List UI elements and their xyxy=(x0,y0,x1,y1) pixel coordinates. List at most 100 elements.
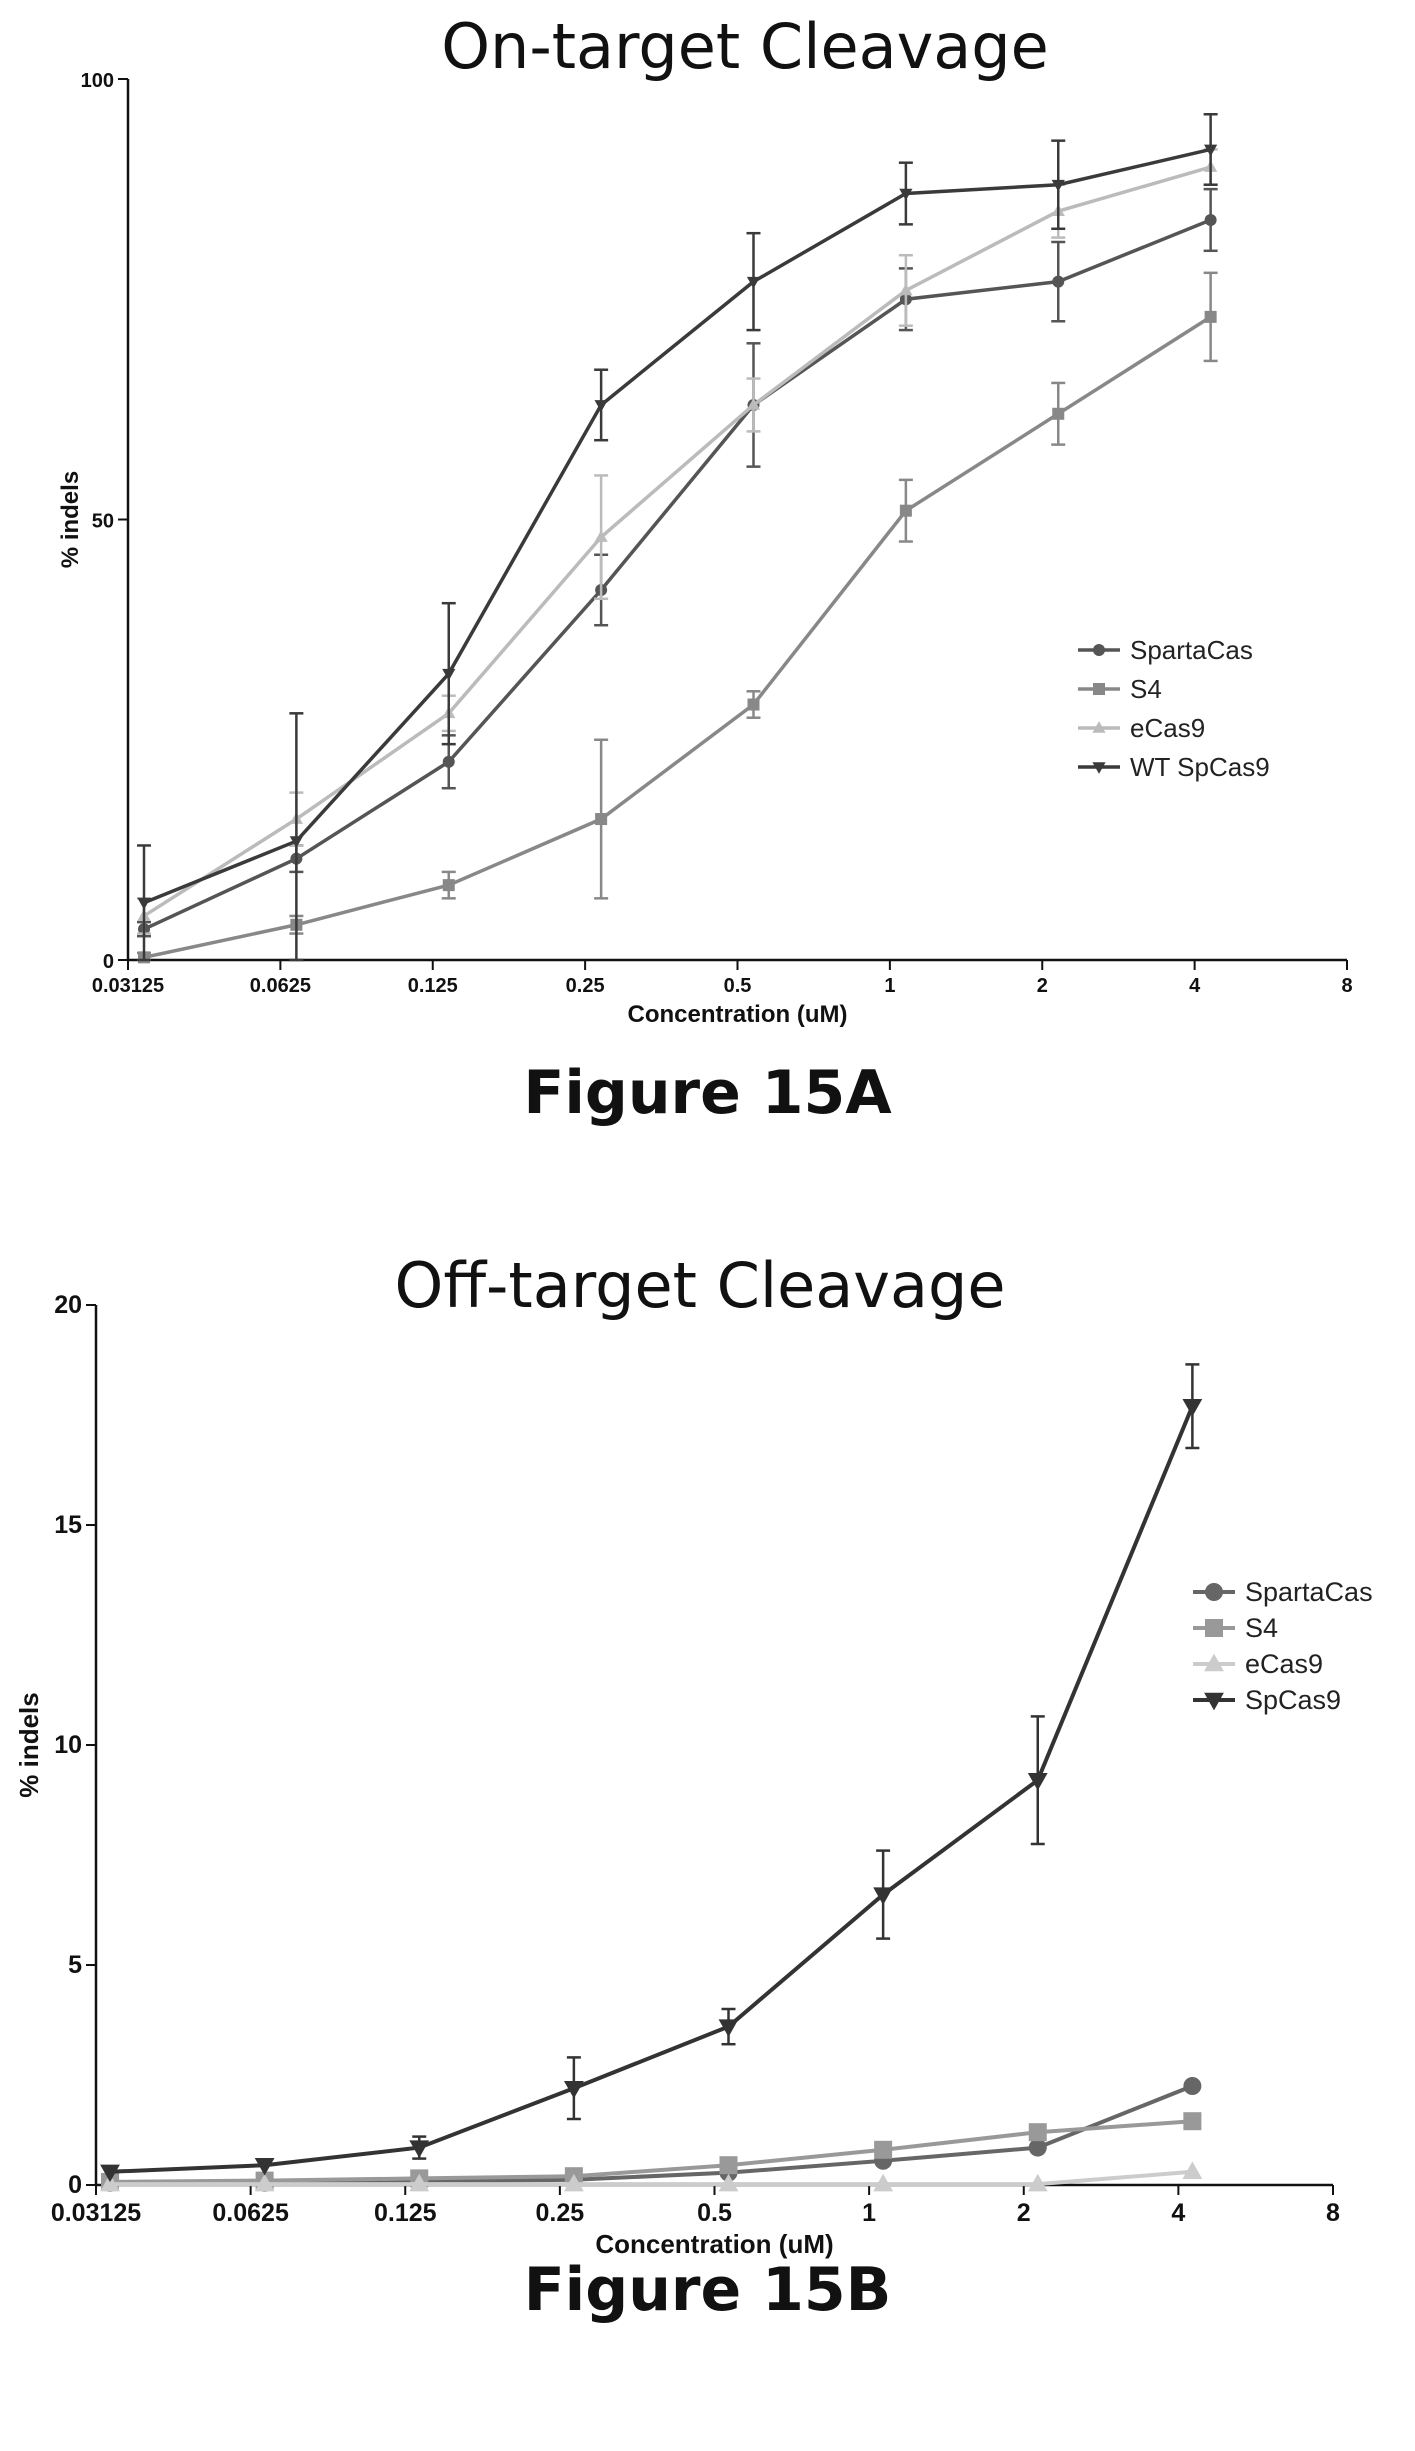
legend-spcas9-label: SpCas9 xyxy=(1245,1685,1341,1715)
s4-point xyxy=(899,504,912,517)
spcas9-point xyxy=(1027,1773,1048,1791)
x-tick-label: 8 xyxy=(1326,2199,1340,2227)
spcas9-point xyxy=(718,2019,739,2037)
legend-spcas9-marker xyxy=(1204,1692,1224,1711)
x-tick-label: 0.0625 xyxy=(250,975,311,997)
s4-point xyxy=(719,2156,738,2175)
spcas9-point xyxy=(563,2081,584,2099)
spartacas-point xyxy=(1052,275,1065,288)
wt-spcas9-point xyxy=(1204,144,1218,157)
ecas9-point xyxy=(100,2173,120,2192)
x-axis-label: Concentration (uM) xyxy=(595,2229,833,2259)
ecas9-point xyxy=(899,283,913,296)
x-axis-label: Concentration (uM) xyxy=(628,1001,848,1028)
x-tick-label: 0.0625 xyxy=(212,2199,289,2227)
x-tick-label: 0.5 xyxy=(724,975,752,997)
wt-spcas9-point xyxy=(594,400,608,412)
y-tick-label: 100 xyxy=(81,70,114,92)
spcas9-point xyxy=(409,2140,430,2158)
x-tick-label: 4 xyxy=(1189,975,1201,997)
spartacas-point xyxy=(1204,213,1217,226)
spcas9-point xyxy=(873,1887,894,1905)
chart-title: On-target Cleavage xyxy=(441,10,1049,83)
wt-spcas9-point xyxy=(137,897,151,910)
ecas9-point xyxy=(563,2173,584,2192)
y-tick-label: 5 xyxy=(68,1951,82,1979)
wt-spcas9-point xyxy=(289,836,303,848)
y-axis-label: % indels xyxy=(57,471,84,568)
wt-spcas9-point xyxy=(899,188,913,201)
x-tick-label: 8 xyxy=(1341,975,1352,997)
x-tick-label: 0.25 xyxy=(536,2199,585,2227)
off-target-chart: Off-target Cleavage 0.03125 0.0625 0.125 0.2… xyxy=(14,1249,1373,2259)
legend-wt-spcas9-marker xyxy=(1092,762,1106,774)
x-tick-label: 0.03125 xyxy=(51,2199,141,2227)
s4-point xyxy=(874,2140,893,2159)
figure-15a: On-target Cleavage 0.03125 0.0625 0.125 0.25… xyxy=(0,0,1415,1180)
chart-title: Off-target Cleavage xyxy=(395,1249,1006,1322)
y-tick-label: 50 xyxy=(92,511,114,533)
spartacas-point xyxy=(1183,2077,1202,2095)
wt-spcas9-point xyxy=(746,276,761,289)
x-tick-label: 1 xyxy=(884,975,895,997)
legend-ecas9-marker xyxy=(1204,1653,1224,1672)
s4-point xyxy=(595,813,608,826)
s4-point xyxy=(1204,310,1217,323)
y-tick-label: 0 xyxy=(103,951,114,973)
x-tick-label: 2 xyxy=(1037,975,1048,997)
legend-ecas9-label: eCas9 xyxy=(1130,713,1205,743)
x-tick-label: 0.125 xyxy=(374,2199,437,2227)
y-tick-label: 15 xyxy=(54,1511,82,1539)
ecas9-point xyxy=(718,2173,739,2192)
s4-line xyxy=(143,315,1212,960)
ecas9-line xyxy=(110,2169,1193,2187)
s4-point xyxy=(1052,407,1065,420)
x-tick-label: 4 xyxy=(1171,2199,1185,2227)
wt-spcas9-line xyxy=(143,147,1212,905)
ecas9-point xyxy=(594,530,608,542)
legend-spartacas-marker xyxy=(1205,1583,1223,1601)
legend-spartacas-label: SpartaCas xyxy=(1245,1577,1373,1607)
ecas9-point xyxy=(1182,2161,1203,2179)
y-axis-label: % indels xyxy=(14,1692,44,1797)
spartacas-point xyxy=(442,755,455,768)
ecas9-line xyxy=(143,165,1212,918)
spartacas-line xyxy=(143,218,1212,931)
x-tick-label: 1 xyxy=(862,2199,876,2227)
ecas9-point xyxy=(873,2173,894,2192)
x-tick-label: 0.5 xyxy=(697,2199,732,2227)
figure-15a-caption: Figure 15A xyxy=(523,1058,892,1128)
spcas9-point xyxy=(1182,1399,1203,1417)
x-tick-label: 0.03125 xyxy=(92,975,164,997)
legend-s4-marker xyxy=(1093,683,1105,695)
wt-spcas9-point xyxy=(442,668,456,681)
s4-line xyxy=(109,2119,1193,2184)
y-tick-label: 0 xyxy=(68,2171,82,2199)
legend-ecas9-label: eCas9 xyxy=(1245,1649,1323,1679)
spcas9-point xyxy=(254,2158,275,2176)
legend-wt-spcas9-label: WT SpCas9 xyxy=(1130,752,1270,782)
figure-15b-caption: Figure 15B xyxy=(523,2255,892,2325)
x-tick-label: 0.25 xyxy=(566,975,605,997)
legend-spartacas-label: SpartaCas xyxy=(1130,635,1253,665)
spcas9-point xyxy=(100,2164,120,2183)
y-tick-label: 20 xyxy=(54,1291,82,1319)
figure-15b: Off-target Cleavage 0.03125 0.0625 0.125 0.2… xyxy=(0,1225,1415,2451)
y-tick-label: 10 xyxy=(54,1731,82,1759)
legend-spartacas-marker xyxy=(1093,644,1105,656)
ecas9-point xyxy=(746,398,761,410)
legend-s4-marker xyxy=(1205,1619,1223,1637)
x-tick-label: 0.125 xyxy=(408,975,458,997)
ecas9-point xyxy=(254,2173,275,2192)
s4-point xyxy=(442,879,455,892)
wt-spcas9-point xyxy=(1051,179,1065,192)
ecas9-point xyxy=(1027,2173,1048,2192)
spartacas-point xyxy=(1028,2138,1047,2157)
s4-point xyxy=(747,698,760,711)
legend-s4-label: S4 xyxy=(1130,674,1162,704)
spcas9-line xyxy=(109,1405,1195,2174)
on-target-chart: On-target Cleavage 0.03125 0.0625 0.125 0.25… xyxy=(57,10,1353,1028)
legend-s4-label: S4 xyxy=(1245,1613,1278,1643)
x-tick-label: 2 xyxy=(1017,2199,1031,2227)
s4-point xyxy=(1183,2112,1202,2131)
